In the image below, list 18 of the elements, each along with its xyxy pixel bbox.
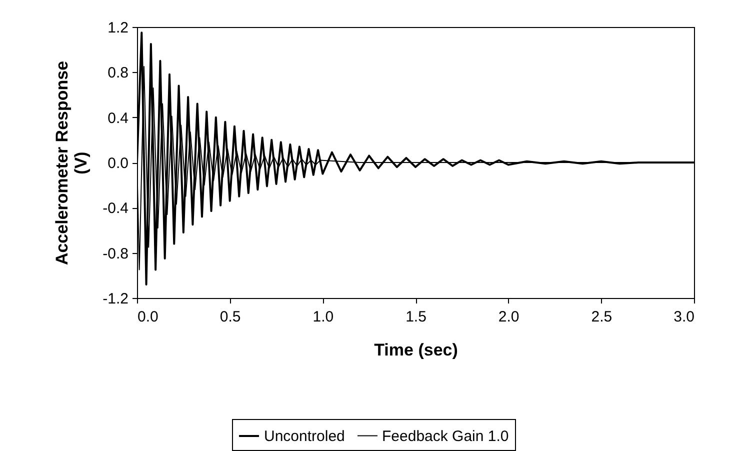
y-tick-label: 1.2 — [108, 20, 128, 36]
x-tick-label: 0.5 — [220, 308, 241, 326]
legend-label: Feedback Gain 1.0 — [382, 428, 509, 445]
x-tick-label: 1.0 — [312, 308, 334, 326]
legend-label: Uncontroled — [264, 428, 345, 445]
y-tick-label: 0.0 — [108, 155, 128, 172]
x-tick-label: 3.0 — [674, 308, 694, 326]
y-tick-label: 0.4 — [108, 110, 128, 127]
y-tick-label: -1.2 — [102, 290, 128, 308]
y-tick-label: -0.8 — [102, 245, 128, 262]
x-tick-label: 1.5 — [406, 308, 426, 326]
y-tick-label: 0.8 — [108, 64, 128, 82]
x-tick-label: 2.0 — [498, 308, 520, 326]
x-tick-label: 0.0 — [138, 308, 158, 326]
x-axis-title: Time (sec) — [374, 340, 458, 360]
x-tick-label: 2.5 — [591, 308, 612, 326]
y-axis-title: Accelerometer Response (V) — [52, 60, 91, 266]
y-tick-label: -0.4 — [102, 200, 128, 218]
